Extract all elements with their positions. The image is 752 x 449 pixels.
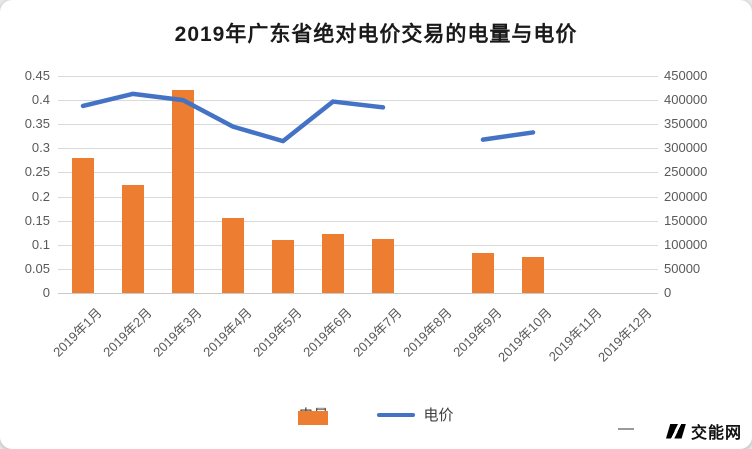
y-right-tick-label: 100000	[664, 236, 708, 252]
y-right-tick-label: 400000	[664, 92, 708, 108]
y-left-tick-label: 0.25	[24, 164, 50, 180]
x-tick-label: 2019年1月	[50, 305, 105, 360]
x-tick-label: 2019年4月	[200, 305, 255, 360]
volume-bar	[372, 239, 394, 293]
y-left-tick-label: 0	[42, 285, 50, 300]
y-right-tick-label: 450000	[664, 68, 708, 83]
price-line-layer	[80, 91, 536, 144]
legend: 电量 电价	[0, 404, 752, 425]
x-tick-label: 2019年5月	[250, 305, 305, 360]
y-left-tick-label: 0.15	[24, 212, 50, 228]
y-right-tick-label: 350000	[664, 116, 708, 132]
y-right-tick-label: 300000	[664, 140, 708, 156]
y-left-tick-label: 0.05	[24, 260, 50, 276]
gridline	[58, 148, 658, 150]
y-right-tick-label: 50000	[664, 260, 701, 276]
legend-label: 电价	[423, 407, 454, 424]
volume-bars	[58, 76, 658, 293]
jiaoneng-logo-text: 交能网	[690, 425, 742, 442]
y-left-tick-label: 0.35	[24, 116, 50, 132]
volume-bar	[222, 218, 244, 293]
logo-divider	[618, 428, 634, 430]
volume-bar	[272, 239, 294, 293]
volume-bar	[122, 184, 144, 293]
y-axis-right: 0 50000 100000 150000 200000 250000 300000 3500…	[664, 68, 744, 300]
y-left-tick-label: 0.1	[31, 236, 50, 252]
jiaoneng-logo-icon	[665, 423, 686, 439]
plot-area: 2019年1月 2019年2月 2019年3月 2019年4月 2019年5月 2019年…	[50, 76, 658, 365]
gridline	[58, 76, 658, 77]
legend-item-line: 电价	[376, 404, 454, 425]
volume-legend-swatch	[298, 411, 329, 425]
price-line	[80, 91, 386, 144]
y-left-tick-label: 0.4	[31, 92, 50, 108]
gridline	[58, 172, 658, 174]
gridline	[58, 293, 658, 294]
gridline	[58, 268, 658, 270]
chart-title: 2019年广东省绝对电价交易的电量与电价	[174, 23, 578, 46]
y-right-tick-label: 0	[664, 285, 672, 300]
y-left-tick-label: 0.3	[31, 140, 50, 156]
gridline	[58, 220, 658, 222]
gridline	[58, 124, 658, 126]
volume-bar	[172, 90, 194, 293]
price-legend-swatch	[376, 412, 415, 417]
y-right-tick-label: 200000	[664, 188, 708, 204]
x-tick-label: 2019年2月	[100, 305, 155, 360]
x-axis: 2019年1月 2019年2月 2019年3月 2019年4月 2019年5月 2019年…	[50, 293, 658, 383]
y-left-tick-label: 0.45	[24, 68, 50, 83]
jiaoneng-logo: 交能网	[618, 419, 742, 443]
volume-bar	[522, 256, 544, 293]
y-right-tick-label: 150000	[664, 212, 708, 228]
volume-bar	[72, 157, 94, 293]
x-tick-label: 2019年8月	[400, 305, 455, 360]
volume-bar	[322, 234, 344, 293]
legend-item-bar: 电量	[298, 404, 329, 425]
gridline	[58, 100, 658, 102]
price-line	[480, 130, 536, 142]
y-right-tick-label: 250000	[664, 164, 708, 180]
volume-bar	[472, 252, 494, 293]
gridline	[58, 196, 658, 198]
y-axis-left: 0 0.05 0.1 0.15 0.2 0.25 0.3 0.35 0.4 0.45	[0, 68, 50, 300]
gridline	[58, 244, 658, 246]
x-tick-label: 2019年3月	[150, 305, 205, 360]
x-tick-label: 2019年7月	[350, 305, 405, 360]
y-left-tick-label: 0.2	[31, 188, 50, 204]
x-tick-label: 2019年6月	[300, 305, 355, 360]
